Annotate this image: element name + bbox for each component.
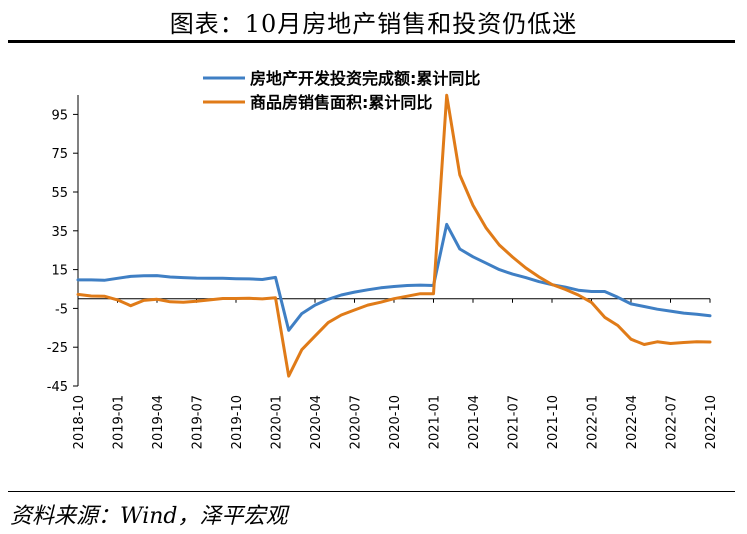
x-tick-label: 2020-04 — [309, 395, 324, 449]
x-tick-label: 2020-10 — [388, 395, 403, 449]
legend-label-1: 房地产开发投资完成额:累计同比 — [250, 69, 480, 88]
x-tick-label: 2019-04 — [151, 395, 166, 449]
y-tick-label: -45 — [47, 380, 68, 395]
title-rule — [8, 40, 735, 43]
x-tick-label: 2020-01 — [270, 395, 285, 449]
y-tick-label: 15 — [51, 264, 68, 279]
x-tick-label: 2019-10 — [230, 395, 245, 449]
y-tick-label: 55 — [51, 186, 68, 201]
x-tick-label: 2019-07 — [191, 395, 206, 449]
source-rule — [8, 491, 735, 492]
x-tick-label: 2021-07 — [507, 395, 522, 449]
x-tick-label: 2022-01 — [586, 395, 601, 449]
x-tick-label: 2018-10 — [72, 395, 87, 449]
axes: 95 75 55 35 15 -5 -25 -45 2018-10 2019-01 2019-04 2… — [47, 95, 719, 449]
y-tick-label: 35 — [51, 225, 68, 240]
y-tick-label: 95 — [51, 108, 68, 123]
x-tick-label: 2021-01 — [428, 395, 443, 449]
legend-label-2: 商品房销售面积:累计同比 — [250, 93, 432, 112]
x-tick-label: 2022-07 — [665, 395, 680, 449]
x-tick-label: 2022-10 — [704, 395, 719, 449]
y-tick-label: 75 — [51, 147, 68, 162]
series-line-1 — [76, 222, 712, 332]
x-tick-label: 2020-07 — [349, 395, 364, 449]
x-tick-label: 2021-04 — [467, 395, 482, 449]
y-tick-label: -5 — [55, 302, 68, 317]
chart-title: 图表：10月房地产销售和投资仍低迷 — [169, 10, 578, 38]
x-tick-label: 2022-04 — [625, 395, 640, 449]
x-tick-label: 2021-10 — [546, 395, 561, 449]
y-tick-label: -25 — [47, 341, 68, 356]
source-note: 资料来源：Wind，泽平宏观 — [10, 504, 288, 529]
series-line-2 — [76, 93, 712, 378]
x-tick-label: 2019-01 — [112, 395, 127, 449]
series-layer — [76, 93, 712, 378]
